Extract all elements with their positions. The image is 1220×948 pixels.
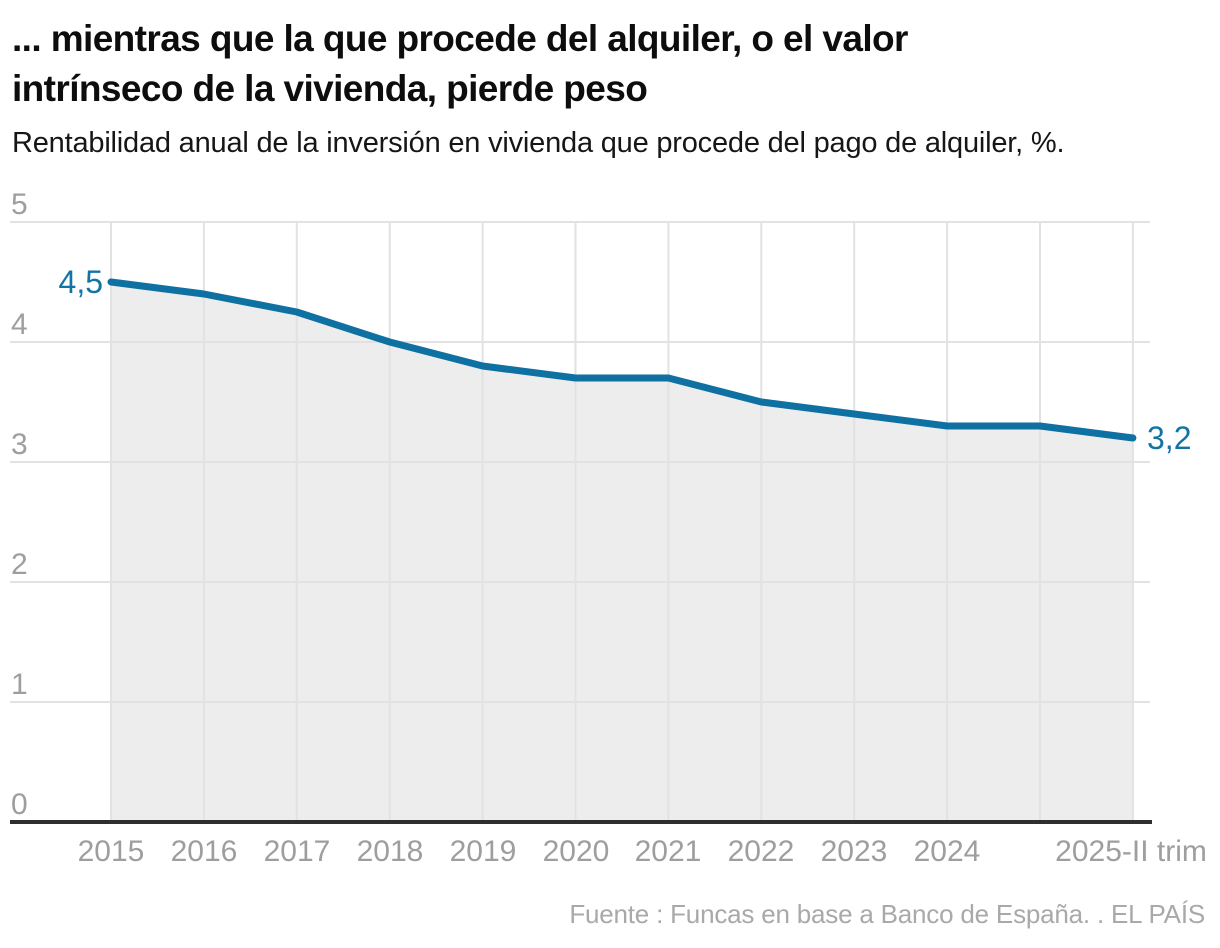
x-tick-label-2020: 2020 (543, 835, 610, 868)
y-tick-label-3: 3 (11, 428, 28, 461)
x-tick-label-2022: 2022 (728, 835, 795, 868)
y-tick-label-0: 0 (11, 788, 28, 821)
area-fill (111, 282, 1133, 820)
page-title: ... mientras que la que procede del alqu… (12, 14, 1208, 114)
x-tick-label-2024: 2024 (914, 835, 981, 868)
series-layer (107, 278, 1137, 442)
x-tick-label-2015: 2015 (78, 835, 145, 868)
y-tick-label-1: 1 (11, 668, 28, 701)
x-tick-label-2023: 2023 (821, 835, 888, 868)
x-tick-label-2018: 2018 (357, 835, 424, 868)
x-tick-label-2017: 2017 (264, 835, 331, 868)
x-axis-tick-labels: 2015 2016 2017 2018 2019 2020 2021 2022 … (78, 835, 1207, 868)
x-tick-label-2019: 2019 (450, 835, 517, 868)
y-tick-label-2: 2 (11, 548, 28, 581)
x-tick-label-2021: 2021 (635, 835, 702, 868)
x-tick-label-2025-ii-trim: 2025-II trim (1055, 835, 1207, 868)
grid-layer (10, 221, 1150, 820)
first-point-value-label: 4,5 (59, 264, 103, 300)
last-point-value-label: 3,2 (1147, 420, 1191, 456)
title-line-2: intrínseco de la vivienda, pierde peso (12, 68, 648, 109)
x-tick-label-2016: 2016 (171, 835, 238, 868)
chart-subtitle: Rentabilidad anual de la inversión en vi… (12, 127, 1065, 159)
source-credit: Fuente : Funcas en base a Banco de Españ… (569, 899, 1205, 929)
line-series (107, 278, 1137, 442)
y-tick-label-4: 4 (11, 308, 28, 341)
y-tick-label-5: 5 (11, 188, 28, 221)
title-line-1: ... mientras que la que procede del alqu… (12, 18, 908, 59)
point-value-labels: 4,5 3,2 (59, 264, 1192, 456)
y-axis-tick-labels: 0 1 2 3 4 5 (11, 188, 28, 821)
area-layer (111, 282, 1133, 820)
